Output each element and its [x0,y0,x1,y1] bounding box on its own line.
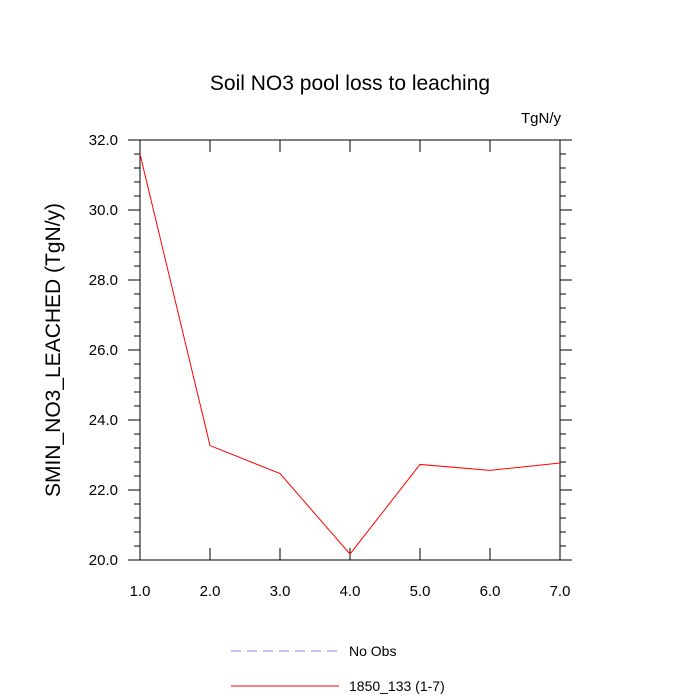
x-tick-label: 7.0 [550,583,571,600]
x-tick-label: 5.0 [410,583,431,600]
x-tick-label: 1.0 [130,583,151,600]
y-tick-label: 20.0 [89,552,118,569]
x-tick-label: 3.0 [270,583,291,600]
legend-label: No Obs [349,643,396,659]
y-tick-label: 26.0 [89,342,118,359]
x-tick-label: 2.0 [200,583,221,600]
y-tick-label: 22.0 [89,482,118,499]
series-layer [139,153,561,555]
x-axis-ticks: 1.0 2.0 3.0 4.0 5.0 6.0 7.0 [130,140,571,600]
units-label: TgN/y [521,110,562,127]
legend: No Obs 1850_133 (1-7) [231,643,445,694]
x-tick-label: 6.0 [480,583,501,600]
plot-frame [139,139,561,561]
series-line [139,153,561,555]
y-axis-ticks: 20.0 22.0 24.0 26.0 28.0 30.0 32.0 [89,132,572,569]
y-axis-label: SMIN_NO3_LEACHED (TgN/y) [42,203,65,497]
chart-title: Soil NO3 pool loss to leaching [210,72,490,95]
x-tick-label: 4.0 [340,583,361,600]
legend-label: 1850_133 (1-7) [349,678,445,694]
y-tick-label: 28.0 [89,272,118,289]
y-tick-label: 30.0 [89,202,118,219]
minor-ticks [134,153,566,547]
y-tick-label: 24.0 [89,412,118,429]
y-tick-label: 32.0 [89,132,118,149]
